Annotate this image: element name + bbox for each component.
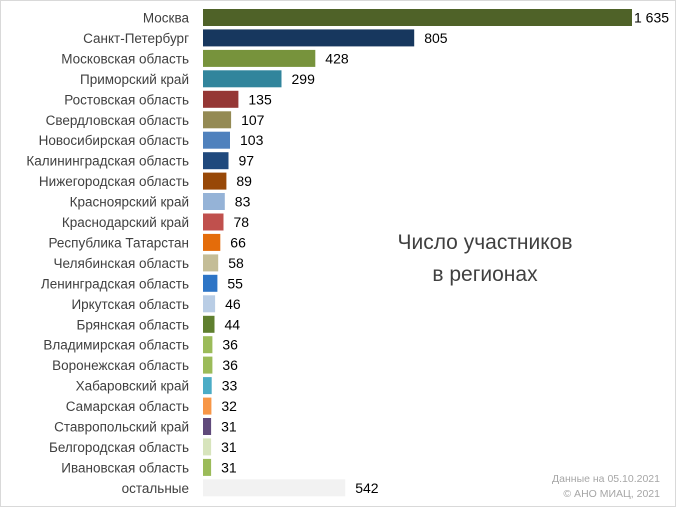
category-label: Ростовская область (64, 92, 189, 107)
category-label: Калининградская область (26, 154, 189, 169)
value-label: 428 (325, 50, 349, 66)
category-label: Самарская область (66, 399, 189, 414)
value-label: 89 (236, 173, 252, 189)
value-label: 31 (221, 419, 237, 435)
bar (203, 438, 212, 456)
bar (203, 377, 212, 395)
bar (203, 356, 213, 374)
value-label: 32 (221, 398, 237, 414)
bar (203, 295, 216, 313)
category-label: Ленинградская область (41, 276, 189, 291)
bar (203, 172, 227, 190)
bar (203, 152, 229, 170)
value-label: 31 (221, 459, 237, 475)
bar (203, 479, 346, 497)
category-label: Ивановская область (61, 460, 189, 475)
category-label: Московская область (61, 51, 189, 66)
value-label: 299 (292, 71, 316, 87)
value-label: 135 (248, 91, 272, 107)
value-label: 97 (239, 153, 255, 169)
category-label: Брянская область (77, 317, 190, 332)
category-label: Санкт-Петербург (83, 31, 189, 46)
category-label: Новосибирская область (39, 133, 189, 148)
category-label: Белгородская область (49, 440, 189, 455)
category-label: Краснодарский край (62, 215, 189, 230)
footnote-copyright: © АНО МИАЦ, 2021 (563, 488, 660, 500)
bar (203, 49, 316, 67)
category-label: Москва (143, 11, 190, 26)
category-label: Приморский край (80, 72, 189, 87)
category-label: Иркутская область (71, 297, 189, 312)
bar (203, 111, 232, 129)
footnote-date: Данные на 05.10.2021 (552, 473, 660, 485)
bar (203, 274, 218, 292)
value-label: 103 (240, 132, 264, 148)
bar (203, 131, 230, 149)
bar (203, 193, 225, 210)
bar (203, 233, 221, 251)
value-label: 1 635 (634, 10, 669, 26)
category-label: Ставропольский край (54, 420, 189, 435)
bar (203, 254, 219, 272)
bar (203, 70, 282, 88)
category-label: Челябинская область (54, 256, 189, 271)
value-label: 805 (424, 30, 448, 46)
value-label: 78 (234, 214, 250, 230)
value-label: 83 (235, 194, 251, 210)
category-label: Республика Татарстан (48, 235, 189, 250)
chart-title-line-2: в регионах (432, 263, 538, 286)
value-label: 46 (225, 296, 241, 312)
bar (203, 418, 212, 435)
bar (203, 9, 632, 26)
value-label: 36 (222, 337, 238, 353)
value-label: 33 (222, 378, 238, 394)
value-label: 542 (355, 480, 379, 496)
category-label: остальные (122, 481, 189, 496)
value-label: 31 (221, 439, 237, 455)
category-label: Красноярский край (70, 195, 189, 210)
value-label: 107 (241, 112, 265, 128)
value-label: 55 (227, 275, 243, 291)
value-label: 36 (222, 357, 238, 373)
bar (203, 458, 212, 476)
bar (203, 29, 415, 47)
bar (203, 315, 215, 333)
value-label: 66 (230, 234, 246, 250)
category-label: Хабаровский край (76, 379, 189, 394)
category-label: Воронежская область (52, 358, 189, 373)
category-label: Нижегородская область (39, 174, 189, 189)
bar (203, 397, 212, 415)
bar (203, 90, 239, 108)
value-label: 58 (228, 255, 244, 271)
category-label: Владимирская область (43, 338, 189, 353)
bar (203, 336, 213, 354)
chart-title-line-1: Число участников (397, 231, 572, 254)
bar (203, 213, 224, 231)
category-label: Свердловская область (46, 113, 189, 128)
value-label: 44 (225, 316, 241, 332)
